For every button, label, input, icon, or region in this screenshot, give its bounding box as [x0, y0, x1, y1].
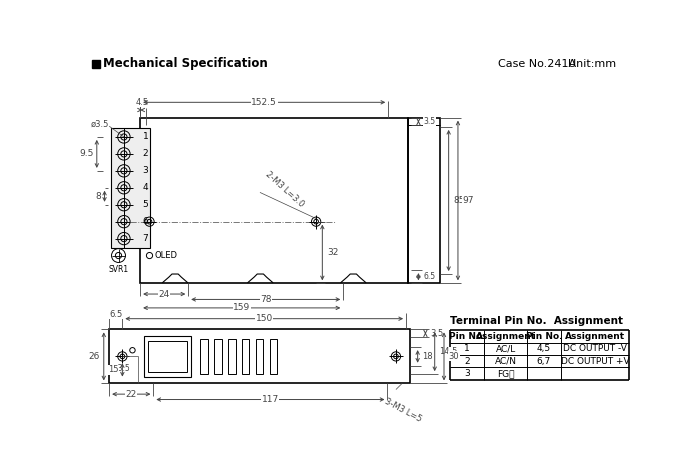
Text: 22: 22: [126, 390, 137, 399]
Bar: [111, 128, 150, 248]
Text: FG⏚: FG⏚: [497, 369, 514, 378]
Text: Pin No.: Pin No.: [449, 332, 486, 341]
Text: 3: 3: [464, 369, 470, 378]
Text: 7: 7: [143, 234, 148, 243]
Text: AC/L: AC/L: [496, 344, 516, 353]
Text: Unit:mm: Unit:mm: [568, 59, 616, 69]
Text: 18: 18: [422, 352, 433, 361]
Bar: [228, 339, 235, 374]
Text: ø3.5: ø3.5: [114, 364, 131, 373]
Text: 78: 78: [260, 295, 272, 304]
Text: DC OUTPUT -V: DC OUTPUT -V: [564, 344, 627, 353]
Text: 32: 32: [327, 248, 338, 257]
Text: 152.5: 152.5: [251, 98, 277, 107]
Text: OLED: OLED: [154, 251, 177, 260]
Bar: [256, 339, 263, 374]
Bar: [407, 118, 440, 283]
Text: 2-M3 L=3.0: 2-M3 L=3.0: [264, 170, 306, 209]
Bar: [200, 339, 208, 374]
Text: 3-M3 L=5: 3-M3 L=5: [383, 397, 423, 424]
Bar: [109, 329, 410, 383]
Text: 15: 15: [108, 365, 118, 374]
Text: 6,7: 6,7: [537, 356, 551, 365]
Bar: [241, 339, 249, 374]
Text: Terminal Pin No.  Assignment: Terminal Pin No. Assignment: [450, 316, 623, 326]
Text: 150: 150: [256, 314, 273, 323]
Text: 14.5: 14.5: [440, 347, 458, 356]
Bar: [144, 336, 190, 377]
Text: 2: 2: [464, 356, 470, 365]
Text: Pin No.: Pin No.: [526, 332, 562, 341]
Text: Case No.241A: Case No.241A: [498, 59, 576, 69]
Text: 2: 2: [143, 149, 148, 158]
Text: 117: 117: [262, 395, 279, 404]
Text: 97: 97: [463, 196, 474, 205]
Bar: [140, 118, 407, 283]
Text: 3.5: 3.5: [430, 329, 443, 338]
Text: 3.5: 3.5: [423, 117, 435, 126]
Text: ø3.5: ø3.5: [91, 120, 109, 129]
Text: 24: 24: [159, 290, 170, 299]
Text: Assignment: Assignment: [565, 332, 625, 341]
Text: 85: 85: [454, 196, 465, 205]
Text: 1: 1: [464, 344, 470, 353]
Text: DC OUTPUT +V: DC OUTPUT +V: [561, 356, 629, 365]
Bar: [270, 339, 277, 374]
Text: 8: 8: [96, 192, 101, 201]
Text: Assignment: Assignment: [475, 332, 536, 341]
Text: 1: 1: [143, 132, 148, 141]
Text: 4,5: 4,5: [537, 344, 551, 353]
Text: Mechanical Specification: Mechanical Specification: [103, 57, 267, 70]
Text: 9.5: 9.5: [79, 149, 94, 158]
Text: SVR1: SVR1: [108, 265, 129, 274]
Text: AC/N: AC/N: [495, 356, 517, 365]
Text: 159: 159: [233, 303, 251, 312]
Bar: [92, 60, 100, 68]
Text: 30: 30: [449, 352, 459, 361]
Text: 4.5: 4.5: [136, 98, 149, 107]
Text: 4: 4: [143, 183, 148, 192]
Text: 3: 3: [143, 166, 148, 175]
Text: 5: 5: [143, 200, 148, 209]
Text: 6.5: 6.5: [109, 310, 122, 319]
Text: 6: 6: [143, 217, 148, 226]
Text: 26: 26: [88, 352, 100, 361]
Bar: [214, 339, 222, 374]
Bar: [148, 341, 187, 372]
Text: 6.5: 6.5: [423, 272, 435, 281]
